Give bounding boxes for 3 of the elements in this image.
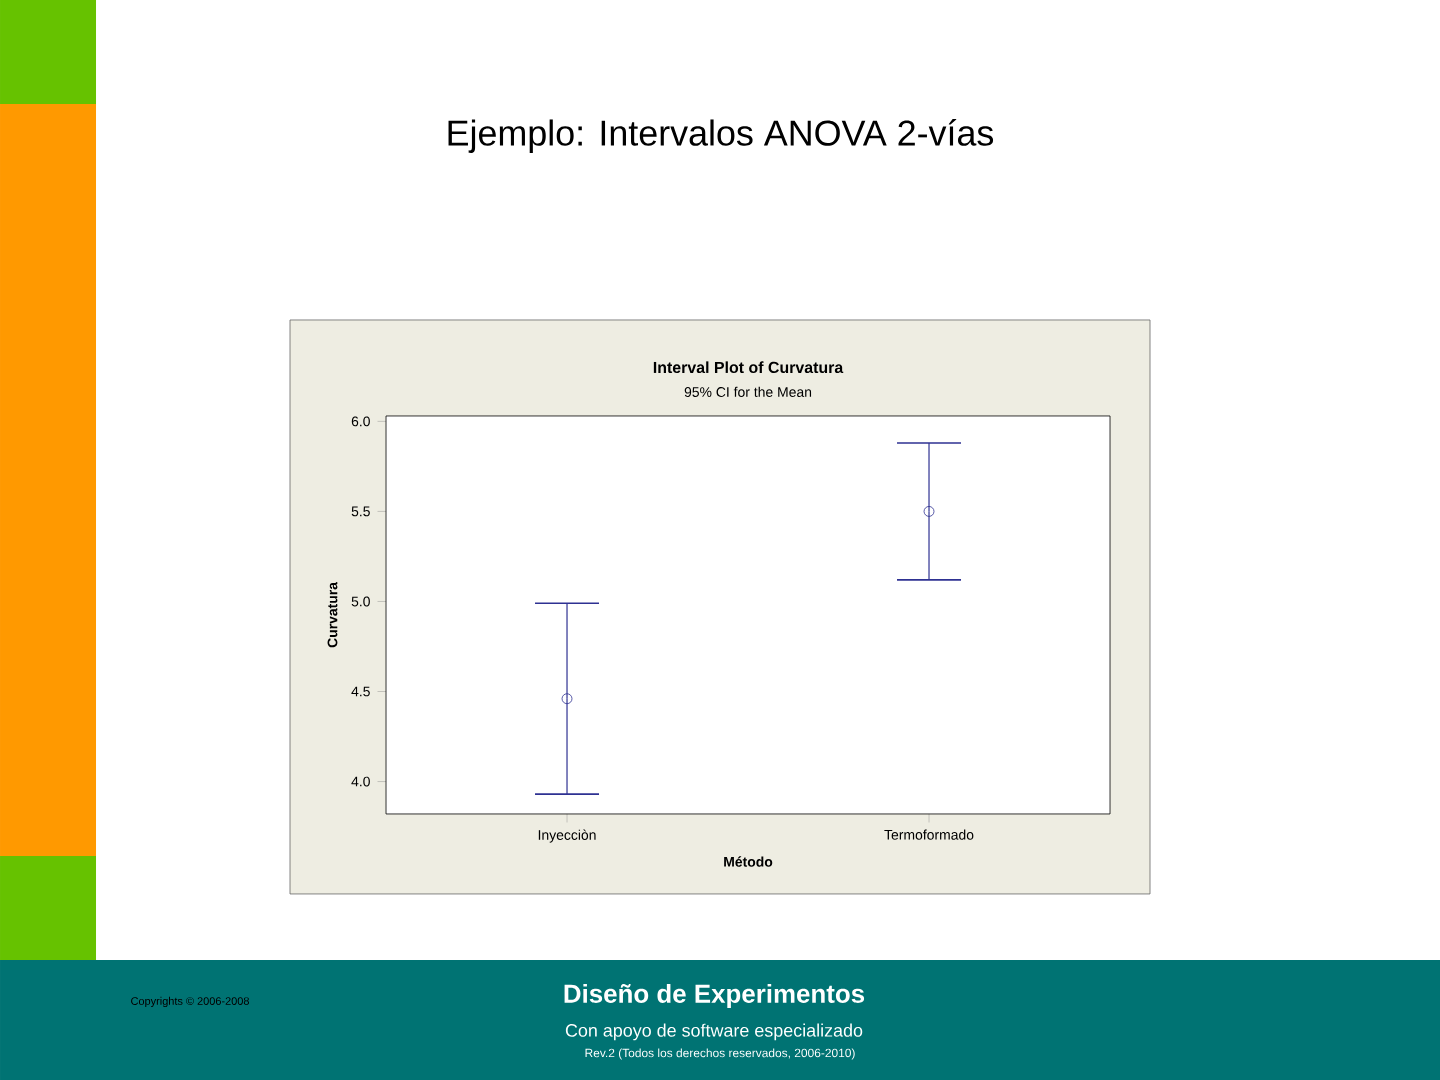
text: Ejemplo: Intervalos ANOVA 2-vías [448,119,994,153]
text: Con apoyo de software especializado [565,1023,863,1041]
text: Diseño de Experimentos [564,983,865,1009]
